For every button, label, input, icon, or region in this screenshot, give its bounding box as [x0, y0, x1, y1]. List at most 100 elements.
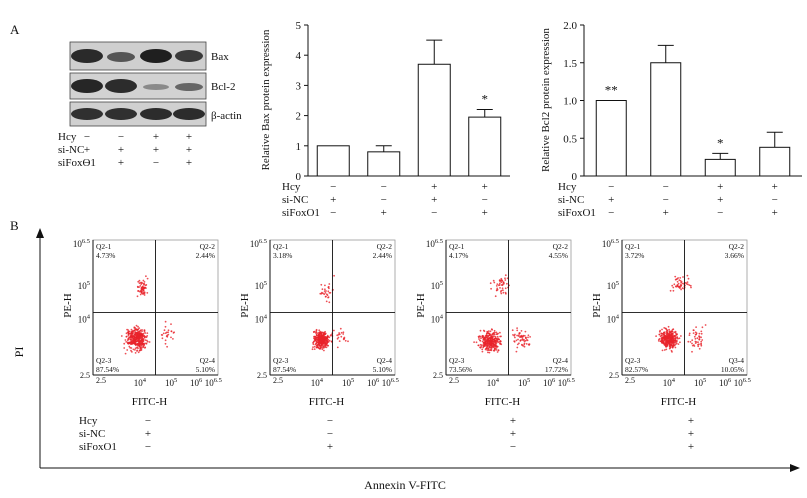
scatter-point	[318, 335, 320, 337]
scatter-point	[336, 334, 339, 337]
scatter-point	[671, 330, 674, 333]
scatter-point	[522, 339, 524, 341]
scatter-point	[143, 336, 146, 339]
scatter-point	[494, 339, 496, 342]
x-tick-label: 105	[165, 377, 177, 388]
scatter-point	[312, 343, 315, 346]
quadrant-name: Q2-3	[449, 356, 465, 365]
scatter-point	[692, 329, 695, 332]
scatter-point	[145, 342, 147, 345]
scatter-point	[694, 333, 697, 336]
scatter-point	[484, 343, 487, 346]
scatter-point	[173, 331, 176, 334]
scatter-point	[486, 332, 488, 335]
scatter-point	[658, 330, 661, 333]
scatter-point	[139, 337, 142, 339]
scatter-point	[146, 332, 149, 334]
flow-mark: +	[510, 415, 516, 427]
scatter-point	[322, 339, 325, 342]
scatter-point	[324, 284, 326, 287]
scatter-point	[666, 329, 668, 332]
scatter-point	[344, 339, 347, 342]
scatter-point	[324, 346, 326, 349]
scatter-point	[677, 337, 679, 340]
scatter-point	[137, 333, 140, 336]
scatter-point	[144, 284, 147, 287]
scatter-point	[480, 337, 482, 340]
scatter-point	[674, 346, 677, 349]
scatter-point	[493, 331, 496, 334]
quadrant-name: Q2-4	[553, 356, 569, 365]
scatter-point	[336, 346, 339, 349]
quadrant-percent: 5.10%	[196, 365, 215, 374]
scatter-point	[136, 295, 139, 298]
scatter-point	[681, 287, 684, 290]
flow-plot-1: Q2-14.73% Q2-22.44% Q2-387.54% Q2-45.10% 106…	[62, 238, 222, 408]
scatter-point	[164, 332, 167, 334]
western-mark: −	[84, 157, 90, 169]
scatter-point	[658, 338, 661, 340]
scatter-point	[140, 281, 143, 284]
scatter-point	[487, 337, 490, 340]
y-tick-label: 104	[255, 314, 268, 325]
scatter-point	[142, 345, 145, 348]
scatter-point	[324, 336, 327, 339]
scatter-point	[140, 348, 143, 350]
x-tick-label: 104	[487, 377, 500, 388]
scatter-point	[323, 293, 326, 296]
scatter-point	[698, 338, 701, 341]
scatter-point	[143, 335, 145, 338]
y-tick-label: 2.0	[563, 20, 577, 32]
western-mark: +	[186, 144, 192, 156]
scatter-point	[340, 335, 343, 338]
scatter-point	[671, 344, 674, 347]
bar	[759, 146, 791, 177]
scatter-point	[170, 330, 173, 333]
scatter-point	[135, 334, 138, 337]
significance-label: *	[717, 135, 724, 150]
flow-mark: −	[145, 415, 151, 427]
scatter-point	[140, 338, 143, 341]
scatter-point	[319, 347, 322, 349]
scatter-point	[479, 329, 482, 332]
y-tick-label: 2.5	[609, 371, 619, 380]
scatter-point	[687, 340, 690, 343]
scatter-point	[665, 334, 668, 336]
blot-band	[71, 79, 103, 93]
scatter-point	[694, 337, 697, 340]
bar-treatment-mark: +	[381, 207, 387, 219]
scatter-point	[129, 336, 132, 339]
scatter-point	[489, 330, 492, 333]
flow-row-label: Hcy	[79, 415, 98, 427]
scatter-point	[161, 337, 164, 340]
scatter-point	[676, 336, 678, 338]
bar-treatment-mark: −	[717, 207, 723, 219]
bar-treatment-mark: −	[608, 207, 614, 219]
scatter-point	[487, 351, 489, 354]
scatter-point	[324, 292, 327, 294]
scatter-point	[320, 338, 323, 341]
quadrant-name: Q3-4	[729, 356, 745, 365]
x-tick-label: 2.5	[273, 376, 283, 385]
scatter-point	[321, 336, 324, 339]
bar-treatment-mark: −	[381, 181, 387, 193]
scatter-point	[130, 328, 133, 331]
scatter-point	[328, 283, 331, 285]
scatter-point	[127, 331, 130, 334]
scatter-point	[314, 343, 317, 346]
scatter-point	[513, 340, 516, 342]
scatter-point	[697, 341, 699, 344]
scatter-point	[478, 338, 480, 340]
scatter-point	[668, 337, 671, 339]
blot-band	[105, 79, 137, 93]
scatter-point	[665, 348, 668, 351]
scatter-point	[674, 343, 677, 346]
scatter-point	[674, 339, 676, 341]
scatter-point	[681, 282, 684, 285]
scatter-point	[135, 324, 138, 327]
scatter-point	[675, 339, 678, 342]
scatter-point	[140, 344, 143, 347]
bar-treatment-mark: −	[381, 194, 387, 206]
scatter-point	[143, 329, 146, 332]
scatter-point	[313, 335, 315, 338]
